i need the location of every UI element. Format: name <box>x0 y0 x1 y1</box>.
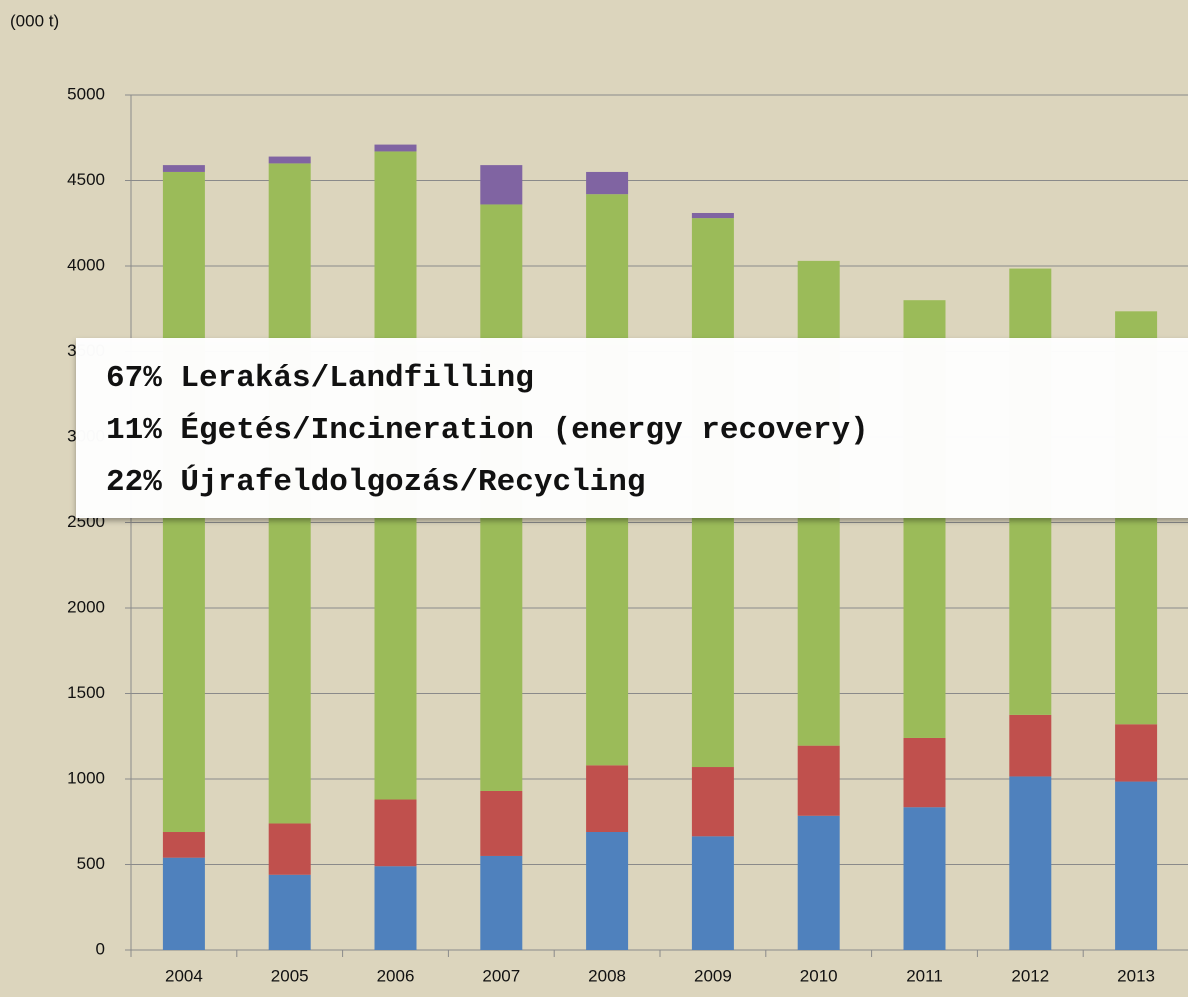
x-tick-label: 2009 <box>694 966 732 985</box>
x-tick-label: 2011 <box>906 966 943 985</box>
bar-segment <box>691 836 734 950</box>
y-tick-label: 5000 <box>67 84 105 103</box>
bar-segment <box>1115 781 1158 950</box>
y-tick-label: 4500 <box>67 170 105 189</box>
bar-segment <box>268 874 311 950</box>
bar-segment <box>691 212 734 219</box>
x-tick-label: 2010 <box>800 966 838 985</box>
bar-segment <box>691 767 734 837</box>
bar-segment <box>903 737 946 808</box>
x-tick-label: 2013 <box>1117 966 1155 985</box>
overlay-line: 67% Lerakás/Landfilling <box>106 361 534 396</box>
x-tick-label: 2008 <box>588 966 626 985</box>
bar-segment <box>480 165 523 205</box>
bar-segment <box>1009 714 1052 777</box>
bar-segment <box>586 171 629 195</box>
bar-segment <box>268 156 311 164</box>
bar-segment <box>586 765 629 833</box>
overlay-line: 22% Újrafeldolgozás/Recycling <box>106 463 646 500</box>
bar-segment <box>162 165 205 172</box>
x-tick-label: 2012 <box>1011 966 1049 985</box>
bar-segment <box>162 857 205 950</box>
y-tick-label: 0 <box>96 939 105 958</box>
overlay: 67% Lerakás/Landfilling 11% Égetés/Incin… <box>76 338 1188 518</box>
bar-segment <box>586 832 629 950</box>
y-tick-label: 1500 <box>67 683 105 702</box>
y-tick-label: 2000 <box>67 597 105 616</box>
overlay-line: 11% Égetés/Incineration (energy recovery… <box>106 411 869 448</box>
x-tick-label: 2004 <box>165 966 203 985</box>
x-tick-label: 2007 <box>482 966 520 985</box>
plot: 0500100015002000250030003500400045005000… <box>67 84 1188 985</box>
bar-segment <box>374 866 417 950</box>
bar-segment <box>1115 724 1158 782</box>
x-tick-label: 2005 <box>271 966 309 985</box>
bar-segment <box>1009 776 1052 950</box>
bar-segment <box>480 790 523 856</box>
y-tick-label: 1000 <box>67 768 105 787</box>
y-axis-label: (000 t) <box>10 11 59 30</box>
x-tick-label: 2006 <box>377 966 415 985</box>
bar-segment <box>797 815 840 950</box>
y-tick-label: 500 <box>77 854 105 873</box>
overlay-box <box>76 338 1188 518</box>
bar-segment <box>797 745 840 816</box>
bar-segment <box>162 832 205 858</box>
bar-segment <box>374 799 417 867</box>
y-tick-label: 4000 <box>67 255 105 274</box>
bar-segment <box>268 823 311 875</box>
bar-segment <box>903 807 946 950</box>
bar-segment <box>480 855 523 950</box>
bar-segment <box>374 144 417 152</box>
